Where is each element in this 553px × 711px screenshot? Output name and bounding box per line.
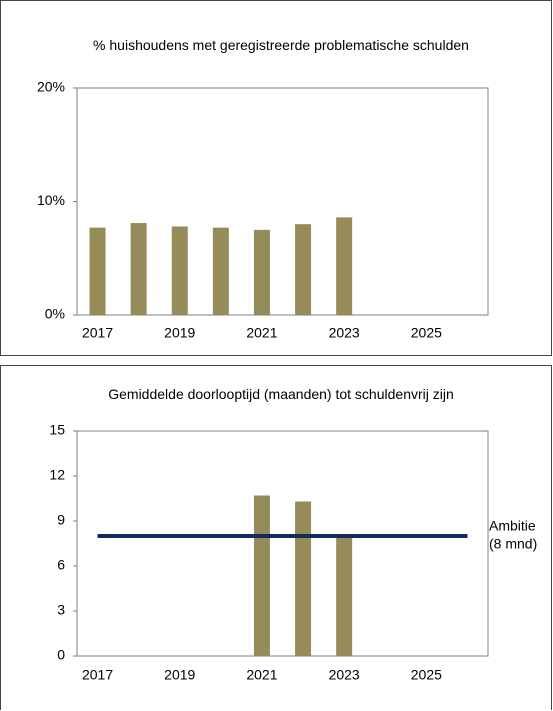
y-tick-label: 15 — [49, 422, 65, 438]
chart: 0 3 6 9 12 15 2017 2019 2021 2023 2025 Ambitie (8 mn… — [49, 422, 537, 683]
bar — [336, 217, 353, 315]
chart-title: Gemiddelde doorlooptijd (maanden) tot sc… — [108, 386, 454, 402]
chart-panel: % huishoudens met geregistreerde problem… — [0, 0, 552, 356]
chart-panel: Gemiddelde doorlooptijd (maanden) tot sc… — [0, 365, 552, 710]
target-label: (8 mnd) — [489, 536, 537, 552]
x-tick-label: 2019 — [164, 325, 195, 341]
y-tick-label: 9 — [57, 512, 65, 528]
x-tick-label: 2017 — [82, 325, 113, 341]
chart: 0% 10% 20% 2017 2019 2021 2023 2025 — [37, 79, 489, 341]
bar — [89, 227, 106, 315]
target-label: Ambitie — [489, 518, 536, 534]
x-tick-label: 2017 — [82, 667, 113, 683]
x-tick-label: 2023 — [329, 667, 360, 683]
bar — [295, 501, 312, 656]
bar — [171, 226, 188, 315]
x-tick-label: 2021 — [246, 325, 277, 341]
chart-title: % huishoudens met geregistreerde problem… — [93, 37, 469, 53]
bar — [253, 229, 270, 315]
bar — [295, 224, 312, 315]
y-tick-label: 0% — [45, 306, 65, 322]
y-tick-label: 3 — [57, 602, 65, 618]
y-tick-label: 10% — [37, 192, 65, 208]
bar — [336, 534, 353, 656]
x-tick-label: 2025 — [411, 325, 442, 341]
x-tick-label: 2025 — [411, 667, 442, 683]
y-tick-label: 20% — [37, 79, 65, 95]
x-tick-label: 2023 — [329, 325, 360, 341]
bar — [130, 223, 147, 315]
x-tick-label: 2021 — [246, 667, 277, 683]
bar — [253, 495, 270, 656]
plot-area — [76, 430, 489, 657]
y-tick-label: 6 — [57, 557, 65, 573]
y-tick-label: 0 — [57, 647, 65, 663]
bar — [212, 227, 229, 315]
x-tick-label: 2019 — [164, 667, 195, 683]
y-tick-label: 12 — [49, 467, 65, 483]
